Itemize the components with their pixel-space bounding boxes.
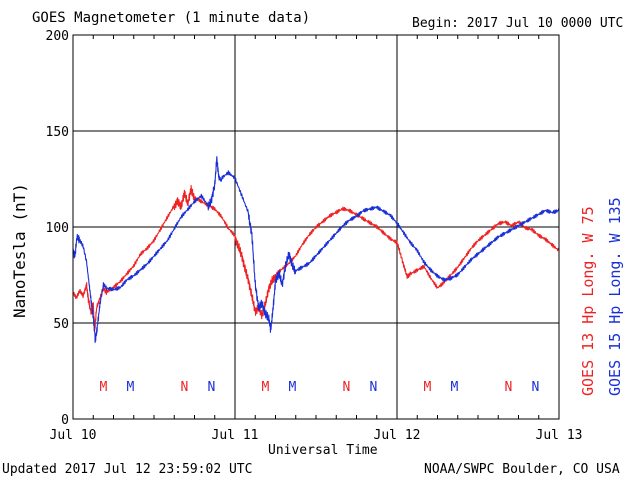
begin-time-label: Begin: 2017 Jul 10 0000 UTC [412, 16, 624, 31]
x-tick-label: Jul 12 [374, 428, 421, 443]
local-time-marker-m: M [261, 380, 269, 395]
series-line-0 [72, 185, 560, 332]
updated-timestamp: Updated 2017 Jul 12 23:59:02 UTC [2, 462, 253, 477]
local-time-marker-m: M [126, 380, 134, 395]
local-time-marker-n: N [180, 380, 188, 395]
local-time-marker-n: N [531, 380, 539, 395]
y-tick-label: 50 [53, 317, 69, 332]
series-line-1 [72, 156, 560, 344]
chart-title: GOES Magnetometer (1 minute data) [32, 10, 311, 26]
y-tick-label: 100 [46, 221, 69, 236]
y-tick-label: 200 [46, 29, 69, 44]
legend-goes15: GOES 15 Hp Long. W 135 [606, 197, 624, 396]
x-tick-label: Jul 10 [50, 428, 97, 443]
local-time-marker-n: N [207, 380, 215, 395]
local-time-marker-n: N [342, 380, 350, 395]
plot-frame [72, 34, 560, 420]
credit-label: NOAA/SWPC Boulder, CO USA [424, 462, 620, 477]
x-tick-label: Jul 11 [212, 428, 259, 443]
local-time-marker-m: M [450, 380, 458, 395]
y-tick-label: 150 [46, 125, 69, 140]
local-time-marker-n: N [504, 380, 512, 395]
local-time-marker-m: M [423, 380, 431, 395]
local-time-marker-n: N [369, 380, 377, 395]
local-time-marker-m: M [99, 380, 107, 395]
y-axis-label: NanoTesla (nT) [10, 183, 29, 318]
local-time-marker-m: M [288, 380, 296, 395]
x-axis-label: Universal Time [268, 443, 378, 458]
legend-goes13: GOES 13 Hp Long. W 75 [579, 206, 597, 396]
x-tick-label: Jul 13 [536, 428, 583, 443]
y-tick-label: 0 [61, 413, 69, 428]
